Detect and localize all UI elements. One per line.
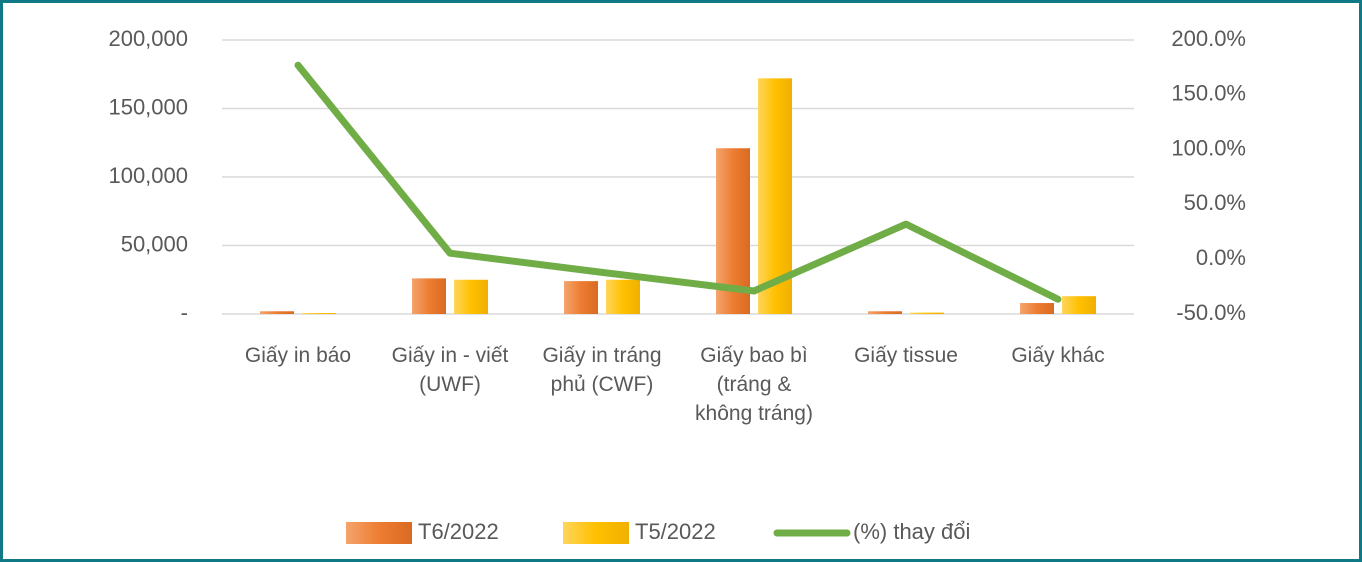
y2-tick-label: -50.0% [1176,300,1246,325]
legend-label: T6/2022 [418,519,499,544]
bar [454,279,488,314]
y2-tick-label: 100.0% [1171,135,1246,160]
y-tick-label: 200,000 [108,26,188,51]
line [294,61,1062,303]
x-tick-label: Giấy in báo [244,344,352,367]
legend-swatch [346,522,412,544]
y2-tick-label: 150.0% [1171,81,1246,106]
y2-tick-label: 50.0% [1184,190,1246,215]
chart: - 50,000 100,000 150,000 200,000 -50.0% 0.0% 50… [108,26,1246,544]
y-tick-label: 150,000 [108,94,188,119]
bar [606,279,640,314]
bar [910,312,944,314]
y-tick-label: - [181,300,188,325]
y2-tick-label: 0.0% [1196,245,1246,270]
x-tick-label: Giấy in tráng phủ (CWF) [542,344,662,396]
bar [868,311,902,314]
bar [564,281,598,314]
bar [1062,296,1096,314]
x-tick-label: Giấy in - viết (UWF) [391,344,509,396]
x-tick-label: Giấy bao bì (tráng & không tráng) [695,344,813,425]
bar [260,311,294,314]
legend-swatch [563,522,629,544]
bar [1020,303,1054,314]
x-tick-label: Giấy tissue [854,344,958,367]
legend-label: (%) thay đổi [853,519,970,544]
bar [412,278,446,314]
bar [302,313,336,314]
y-tick-label: 100,000 [108,163,188,188]
y-tick-label: 50,000 [121,231,188,256]
y2-tick-label: 200.0% [1171,26,1246,51]
legend-label: T5/2022 [635,519,716,544]
x-tick-label: Giấy khác [1011,344,1105,367]
